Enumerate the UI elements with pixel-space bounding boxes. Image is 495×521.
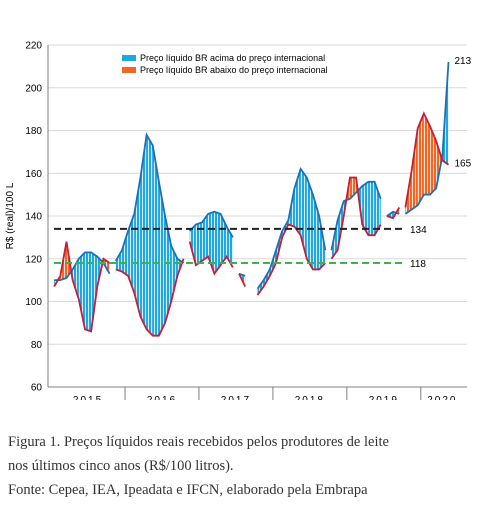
area-above-international <box>368 181 375 236</box>
x-tick-label: 2015 <box>73 395 103 400</box>
y-tick-label: 140 <box>25 212 42 223</box>
caption-line-3: Fonte: Cepea, IEA, Ipeadata e IFCN, elab… <box>8 482 368 498</box>
data-label: 213 <box>455 56 472 67</box>
international-price-line <box>404 111 450 208</box>
area-above-international <box>362 181 369 236</box>
x-tick-label: 2016 <box>147 395 177 400</box>
y-tick-label: 60 <box>31 383 43 394</box>
y-tick-label: 80 <box>31 340 43 351</box>
international-price-line <box>256 223 326 296</box>
x-tick-label: 2019 <box>369 395 399 400</box>
legend-swatch-orange <box>122 67 136 73</box>
area-above-international <box>171 245 178 302</box>
caption-line-1: Figura 1. Preços líquidos reais recebido… <box>8 434 389 450</box>
area-below-international <box>411 128 418 210</box>
area-above-international <box>208 211 215 274</box>
area-below-international <box>430 126 437 195</box>
area-above-international <box>91 252 98 332</box>
area-above-international <box>140 134 147 330</box>
x-tick-label: 2017 <box>221 395 251 400</box>
area-above-international <box>78 252 85 330</box>
area-above-international <box>121 230 129 276</box>
br-price-line <box>114 132 185 264</box>
legend-swatch-blue <box>122 55 136 61</box>
y-tick-label: 200 <box>25 83 42 94</box>
area-above-international <box>84 252 92 332</box>
area-below-international <box>423 113 431 195</box>
area-above-international <box>72 258 79 300</box>
international-price-line <box>386 207 401 220</box>
y-tick-label: 100 <box>25 297 42 308</box>
y-tick-label: 160 <box>25 169 42 180</box>
reference-line-label: 134 <box>410 225 427 236</box>
area-above-international <box>134 177 141 317</box>
international-price-line <box>53 241 111 333</box>
area-above-international <box>202 213 209 261</box>
br-price-line <box>330 180 382 251</box>
caption-line-2: nos últimos cinco anos (R$/100 litros). <box>8 458 234 474</box>
area-above-international <box>306 177 313 270</box>
area-above-international <box>158 181 166 336</box>
area-above-international <box>257 280 264 296</box>
y-tick-label: 180 <box>25 126 42 137</box>
area-above-international <box>189 224 196 266</box>
figure-caption: Figura 1. Preços líquidos reais recebido… <box>8 430 488 502</box>
area-above-international <box>146 134 153 336</box>
br-price-line <box>386 210 400 217</box>
international-price-line <box>330 176 382 260</box>
x-tick-label: 2018 <box>295 395 325 400</box>
area-above-international <box>300 168 307 259</box>
br-price-line <box>256 167 327 290</box>
area-above-international <box>214 211 221 274</box>
y-tick-label: 120 <box>25 254 42 265</box>
area-above-international <box>220 213 227 266</box>
legend: Preço líquido BR acima do preço internac… <box>122 53 328 75</box>
area-above-international <box>226 226 233 268</box>
chart: 134 118 213 165 60 80 100 120 140 160 180 200 220 20… <box>5 41 472 400</box>
br-price-line <box>54 251 111 282</box>
international-price-line <box>188 241 234 276</box>
international-price-line <box>115 258 185 337</box>
area-above-international <box>128 213 135 293</box>
reference-line-label: 118 <box>410 259 426 270</box>
legend-label-orange: Preço líquido BR abaixo do preço interna… <box>140 65 328 75</box>
area-below-international <box>417 113 424 206</box>
br-price-line <box>404 62 450 215</box>
area-above-international <box>152 145 159 336</box>
br-price-line <box>189 210 234 238</box>
y-axis-label: R$ (real)/100 L <box>5 182 16 249</box>
area-above-international <box>115 250 122 272</box>
y-tick-label: 220 <box>25 41 42 52</box>
data-label: 165 <box>455 159 472 170</box>
legend-label-blue: Preço líquido BR acima do preço internac… <box>140 53 325 63</box>
area-above-international <box>195 222 203 266</box>
international-price-line <box>238 273 246 287</box>
x-tick-label: 2020 <box>427 395 457 400</box>
